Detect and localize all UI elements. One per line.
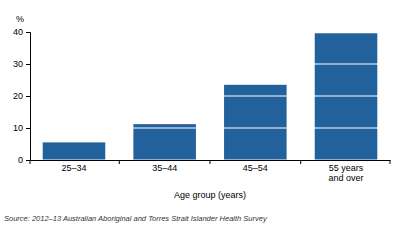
y-tick: 30 (13, 59, 30, 69)
y-tick-mark (26, 128, 30, 129)
x-tick: 35–44 (152, 160, 177, 173)
x-tick: 45–54 (243, 160, 268, 173)
x-boundary-tick (119, 160, 120, 164)
y-tick: 10 (13, 123, 30, 133)
y-tick: 40 (13, 27, 30, 37)
x-tick-label: 25–34 (61, 163, 86, 173)
x-boundary-tick (30, 160, 31, 164)
bar (133, 124, 196, 160)
grid-line (30, 32, 390, 33)
y-tick-mark (26, 160, 30, 161)
x-boundary-tick (300, 160, 301, 164)
y-tick-label: 40 (13, 27, 23, 37)
x-tick-label: 45–54 (243, 163, 268, 173)
y-tick: 20 (13, 91, 30, 101)
x-boundary-tick (210, 160, 211, 164)
chart: 0 10 20 30 40 25–34 35–44 45–54 55 yearsand over… (0, 0, 397, 227)
y-tick-label: 20 (13, 91, 23, 101)
x-boundary-tick (390, 160, 391, 164)
grid-line (30, 64, 390, 65)
bar (43, 142, 106, 160)
grid-line (30, 96, 390, 97)
y-tick-label: 0 (18, 155, 23, 165)
x-axis: 25–34 35–44 45–54 55 yearsand over (31, 160, 391, 183)
y-axis-title: % (16, 14, 24, 24)
x-boundary-ticks (30, 160, 390, 164)
y-tick-label: 10 (13, 123, 23, 133)
y-axis: 0 10 20 30 40 (13, 27, 31, 165)
y-tick: 0 (18, 155, 30, 165)
x-tick: 55 yearsand over (329, 160, 364, 183)
x-tick-label: 35–44 (152, 163, 177, 173)
grid-line (30, 128, 390, 129)
y-tick-mark (26, 32, 30, 33)
bar (315, 33, 378, 160)
bars (30, 32, 390, 160)
y-tick-mark (26, 96, 30, 97)
plot: 0 10 20 30 40 25–34 35–44 45–54 55 yearsand over (13, 27, 391, 183)
y-tick-label: 30 (13, 59, 23, 69)
y-axis-line (26, 33, 31, 161)
x-tick-label: 55 yearsand over (329, 163, 364, 183)
x-axis-title: Age group (years) (174, 190, 246, 200)
grid-line (30, 160, 390, 161)
y-tick-mark (26, 64, 30, 65)
x-tick: 25–34 (61, 160, 86, 173)
source-note: Source: 2012–13 Australian Aboriginal an… (4, 214, 268, 223)
